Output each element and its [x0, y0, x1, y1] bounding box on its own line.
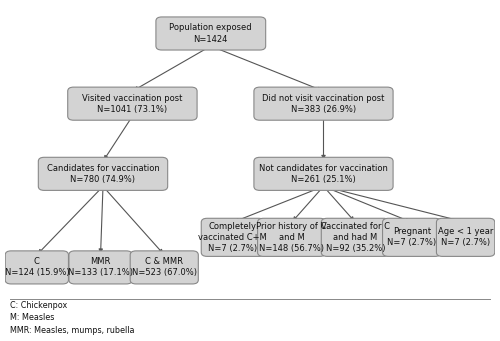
FancyBboxPatch shape	[382, 218, 441, 256]
Text: Not candidates for vaccination
N=261 (25.1%): Not candidates for vaccination N=261 (25…	[259, 164, 388, 184]
Text: Completely
vaccinated C+M
N=7 (2.7%): Completely vaccinated C+M N=7 (2.7%)	[198, 222, 267, 253]
Text: C & MMR
N=523 (67.0%): C & MMR N=523 (67.0%)	[132, 257, 197, 278]
FancyBboxPatch shape	[322, 218, 390, 256]
Text: C
N=124 (15.9%): C N=124 (15.9%)	[4, 257, 69, 278]
FancyBboxPatch shape	[254, 157, 393, 190]
Text: Did not visit vaccination post
N=383 (26.9%): Did not visit vaccination post N=383 (26…	[262, 94, 384, 114]
FancyBboxPatch shape	[130, 251, 198, 284]
FancyBboxPatch shape	[69, 251, 132, 284]
FancyBboxPatch shape	[201, 218, 264, 256]
FancyBboxPatch shape	[156, 17, 266, 50]
Text: MMR
N=133 (17.1%): MMR N=133 (17.1%)	[68, 257, 133, 278]
Text: Population exposed
N=1424: Population exposed N=1424	[170, 24, 252, 44]
FancyBboxPatch shape	[38, 157, 168, 190]
Text: Visited vaccination post
N=1041 (73.1%): Visited vaccination post N=1041 (73.1%)	[82, 94, 182, 114]
Text: Pregnant
N=7 (2.7%): Pregnant N=7 (2.7%)	[387, 227, 436, 247]
Text: Prior history of C
and M
N=148 (56.7%): Prior history of C and M N=148 (56.7%)	[256, 222, 327, 253]
Text: C: Chickenpox
M: Measles
MMR: Measles, mumps, rubella: C: Chickenpox M: Measles MMR: Measles, m…	[10, 301, 134, 335]
Text: Vaccinated for C
and had M
N=92 (35.2%): Vaccinated for C and had M N=92 (35.2%)	[321, 222, 390, 253]
Text: Age < 1 year
N=7 (2.7%): Age < 1 year N=7 (2.7%)	[438, 227, 494, 247]
FancyBboxPatch shape	[68, 87, 197, 120]
FancyBboxPatch shape	[254, 87, 393, 120]
FancyBboxPatch shape	[258, 218, 326, 256]
Text: Candidates for vaccination
N=780 (74.9%): Candidates for vaccination N=780 (74.9%)	[46, 164, 160, 184]
FancyBboxPatch shape	[436, 218, 495, 256]
FancyBboxPatch shape	[5, 251, 68, 284]
